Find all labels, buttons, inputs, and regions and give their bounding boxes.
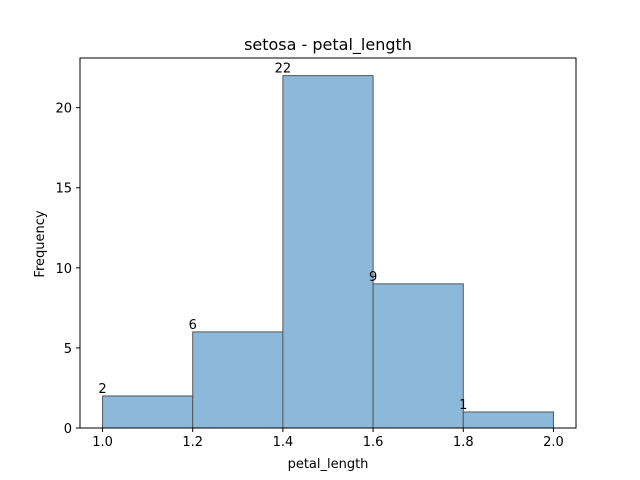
x-tick-label-0: 1.0 [92, 435, 113, 450]
x-tick-label-2: 1.4 [273, 435, 294, 450]
x-axis-ticks: 1.0 1.2 1.4 1.6 1.8 2.0 [92, 428, 564, 450]
y-axis-label: Frequency [33, 210, 48, 277]
bar-labels-group: 2 6 22 9 1 [98, 62, 467, 413]
y-tick-label-4: 20 [55, 102, 72, 117]
y-tick-label-1: 5 [64, 342, 72, 357]
bar-value-label-0: 2 [98, 382, 106, 397]
histogram-bar-1 [192, 331, 284, 429]
x-tick-label-3: 1.6 [363, 435, 384, 450]
x-tick-label-4: 1.8 [453, 435, 474, 450]
y-tick-label-2: 10 [55, 262, 72, 277]
y-tick-label-0: 0 [64, 422, 72, 437]
histogram-bar-4 [462, 411, 554, 429]
x-tick-label-1: 1.2 [182, 435, 203, 450]
bar-value-label-4: 1 [459, 398, 467, 413]
histogram-bar-2 [282, 75, 374, 429]
bar-value-label-1: 6 [189, 318, 197, 333]
y-tick-label-3: 15 [55, 182, 72, 197]
plot-frame [79, 57, 577, 429]
bar-value-label-2: 22 [275, 62, 292, 77]
bars-group [102, 75, 554, 429]
x-axis-label: petal_length [288, 457, 369, 472]
histogram-bar-0 [102, 395, 194, 429]
x-tick-label-5: 2.0 [543, 435, 564, 450]
y-axis-ticks: 0 5 10 15 20 [55, 102, 80, 437]
chart-title: setosa - petal_length [244, 35, 412, 55]
bar-value-label-3: 9 [369, 270, 377, 285]
histogram-bar-3 [372, 283, 464, 429]
